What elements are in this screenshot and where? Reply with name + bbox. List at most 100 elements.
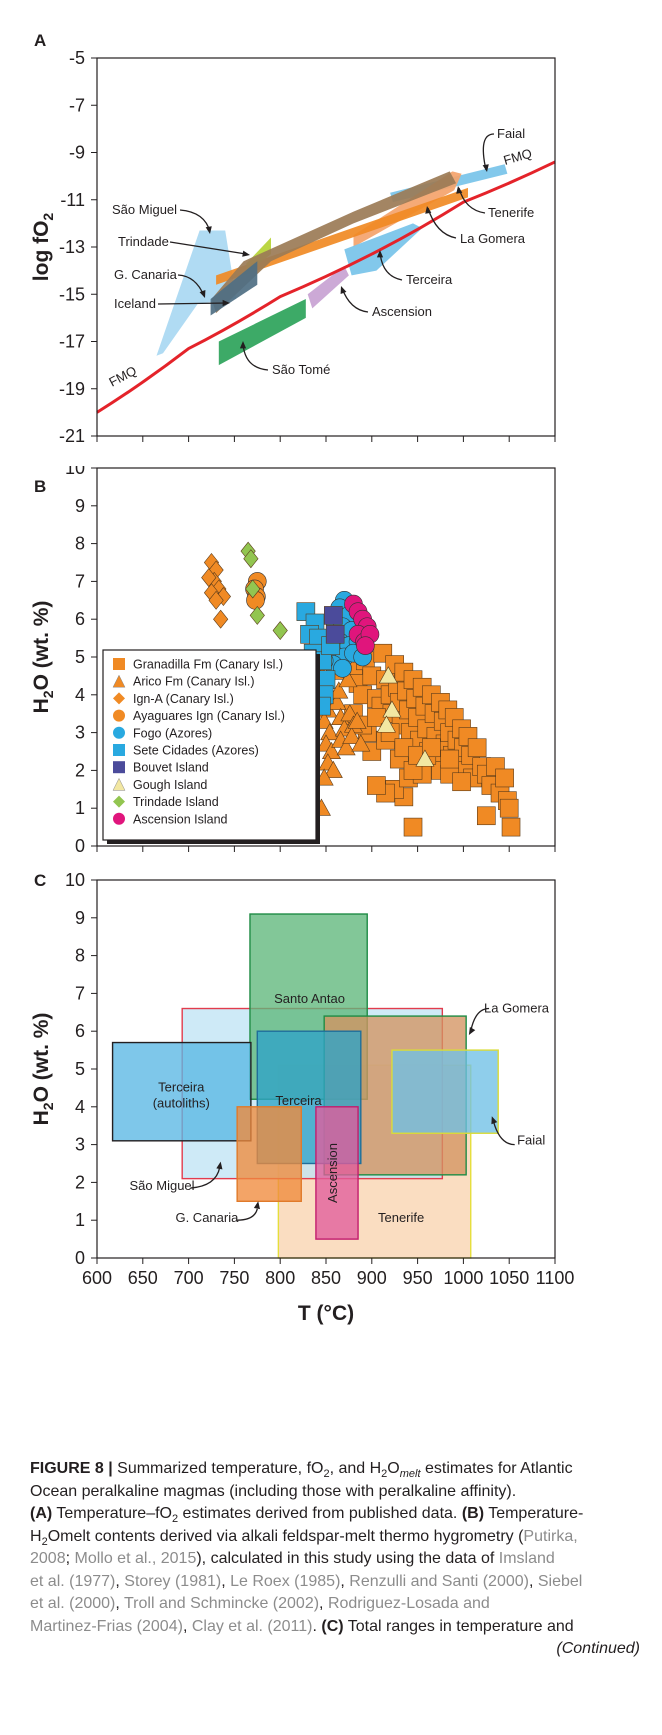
point-granadilla-fm-canary-isl — [499, 798, 519, 818]
caption-text: 2 — [323, 1468, 330, 1481]
citation-link[interactable]: Clay et al. (2011) — [191, 1617, 313, 1635]
point-trindade-island — [243, 549, 259, 569]
point-ign-a-canary-isl — [208, 590, 224, 610]
fmq-label-left: FMQ — [106, 363, 139, 390]
point-granadilla-fm-canary-isl — [403, 817, 423, 837]
caption-text: . — [312, 1617, 322, 1635]
leader-line — [237, 1208, 258, 1221]
legend-item-ign-a-canary-isl: Ign-A (Canary Isl.) — [113, 692, 234, 706]
x-tick-label: 1100 — [536, 1268, 575, 1288]
y-tick-label: 1 — [75, 1210, 85, 1230]
arrow-head — [239, 341, 247, 349]
x-tick-label: 700 — [174, 1268, 204, 1288]
legend-label: Ayaguares Ign (Canary Isl.) — [133, 709, 285, 723]
panel-c-chart: C 0 1 2 3 4 5 6 7 8 9 10 600 650 700 750 800 850 900 950 100… — [30, 870, 575, 1325]
point-granadilla-fm-canary-isl — [501, 817, 521, 837]
point-ign-a-canary-isl — [213, 609, 229, 629]
y-tick-label: 2 — [75, 760, 85, 780]
y-tick-label: -15 — [59, 284, 85, 304]
caption-text: estimates for Atlantic — [420, 1460, 573, 1477]
legend-marker — [112, 777, 126, 791]
point-granadilla-fm-canary-isl — [452, 772, 471, 792]
label-terceira: Terceira — [275, 1093, 322, 1108]
y-tick-label: -21 — [59, 426, 85, 446]
range-box-ascension — [315, 1106, 359, 1240]
legend-item-fogo-azores: Fogo (Azores) — [113, 726, 212, 740]
caption-text: , — [319, 1595, 328, 1612]
point-arico-fm-canary-isl — [342, 726, 362, 744]
citation-link[interactable]: Le Roex (1985) — [230, 1572, 341, 1590]
arrow-head — [482, 164, 489, 172]
point-granadilla-fm-canary-isl — [367, 776, 386, 795]
panel-a-chart: A -5 -7 -9 -11 -13 -15 -17 -19 -21 log fO2 São Migu… — [30, 31, 556, 446]
y-tick-label: 2 — [75, 1172, 85, 1192]
leader-line — [470, 1007, 490, 1032]
legend-marker — [113, 744, 125, 756]
arrow-head — [242, 250, 250, 257]
point-arico-fm-canary-isl — [338, 670, 358, 688]
citation-link[interactable]: et al. (2000) — [30, 1595, 116, 1612]
caption-text: (C) — [321, 1617, 344, 1635]
caption-text: , — [528, 1572, 538, 1590]
legend-item-arico-fm-canary-isl: Arico Fm (Canary Isl.) — [112, 674, 255, 689]
leader-line — [493, 1121, 515, 1146]
legend-item-ascension-island: Ascension Island — [113, 812, 228, 826]
arrow-head — [222, 299, 230, 307]
y-tick-label: 8 — [75, 534, 85, 554]
citation-link[interactable]: et al. (1977) — [30, 1572, 116, 1590]
citation-link[interactable]: Troll and Schmincke (2002) — [124, 1595, 320, 1612]
legend-label: Trindade Island — [133, 795, 219, 809]
arrow-head — [340, 286, 347, 294]
legend-marker — [113, 658, 125, 670]
panel-c-letter: C — [34, 871, 46, 890]
arrow-head — [468, 1027, 476, 1035]
label-tenerife: Tenerife — [378, 1210, 424, 1225]
arrow-head — [205, 226, 212, 234]
citation-link[interactable]: Mollo et al., 2015 — [74, 1550, 197, 1567]
point-arico-fm-canary-isl — [351, 734, 371, 752]
label-g-canaria: G. Canaria — [114, 267, 178, 282]
citation-link[interactable]: Storey (1981) — [124, 1572, 222, 1590]
citation-link[interactable]: Putirka, — [523, 1527, 578, 1545]
legend-marker — [113, 726, 125, 739]
legend-label: Gough Island — [133, 778, 207, 792]
citation-link[interactable]: Martinez-Frias (2004) — [30, 1617, 183, 1635]
caption-line: et al. (1977), Storey (1981), Le Roex (1… — [30, 1571, 640, 1594]
caption-text: Ocean peralkaline magmas (including thos… — [30, 1482, 517, 1500]
label-terceira: Terceira — [406, 272, 453, 287]
citation-link[interactable]: Imsland — [498, 1550, 555, 1567]
arrow-head — [456, 186, 463, 194]
point-arico-fm-canary-isl — [347, 711, 367, 729]
legend-item-bouvet-island: Bouvet Island — [113, 761, 209, 775]
y-tick-label: 5 — [75, 1059, 85, 1079]
panel-b-letter: B — [34, 477, 46, 496]
arrow-head — [253, 1201, 261, 1210]
y-tick-label: 1 — [75, 798, 85, 818]
panel-a-regions — [156, 164, 508, 366]
region-la-gomera — [216, 187, 468, 285]
citation-link[interactable]: Renzulli and Santi (2000) — [349, 1572, 529, 1590]
arrow-head — [491, 1116, 498, 1125]
citation-link[interactable]: 2008 — [30, 1550, 66, 1567]
x-tick-label: 1050 — [489, 1268, 529, 1288]
legend-label: Ign-A (Canary Isl.) — [133, 692, 234, 706]
label-santo-antao: Santo Antao — [274, 991, 345, 1006]
legend-marker — [113, 795, 125, 808]
fmq-buffer-line — [96, 160, 556, 414]
point-ign-a-canary-isl — [201, 568, 217, 588]
citation-link[interactable]: Siebel — [537, 1572, 583, 1590]
label-g-canaria: G. Canaria — [175, 1210, 239, 1225]
caption-line: H2Omelt contents derived via alkali feld… — [30, 1526, 640, 1549]
caption-text: ; — [65, 1550, 75, 1567]
caption-text: 2 — [41, 1535, 48, 1548]
legend-marker — [113, 692, 125, 705]
caption-text: , and H — [329, 1460, 382, 1477]
leader-line — [179, 209, 211, 233]
y-tick-label: 7 — [75, 571, 85, 591]
x-tick-label: 950 — [403, 1268, 433, 1288]
caption-line: 2008; Mollo et al., 2015), calculated in… — [30, 1548, 640, 1571]
citation-link[interactable]: Rodriguez-Losada and — [327, 1595, 490, 1612]
arrow-head — [216, 1161, 223, 1170]
point-trindade-island — [245, 579, 261, 599]
caption-text: , — [115, 1595, 124, 1612]
